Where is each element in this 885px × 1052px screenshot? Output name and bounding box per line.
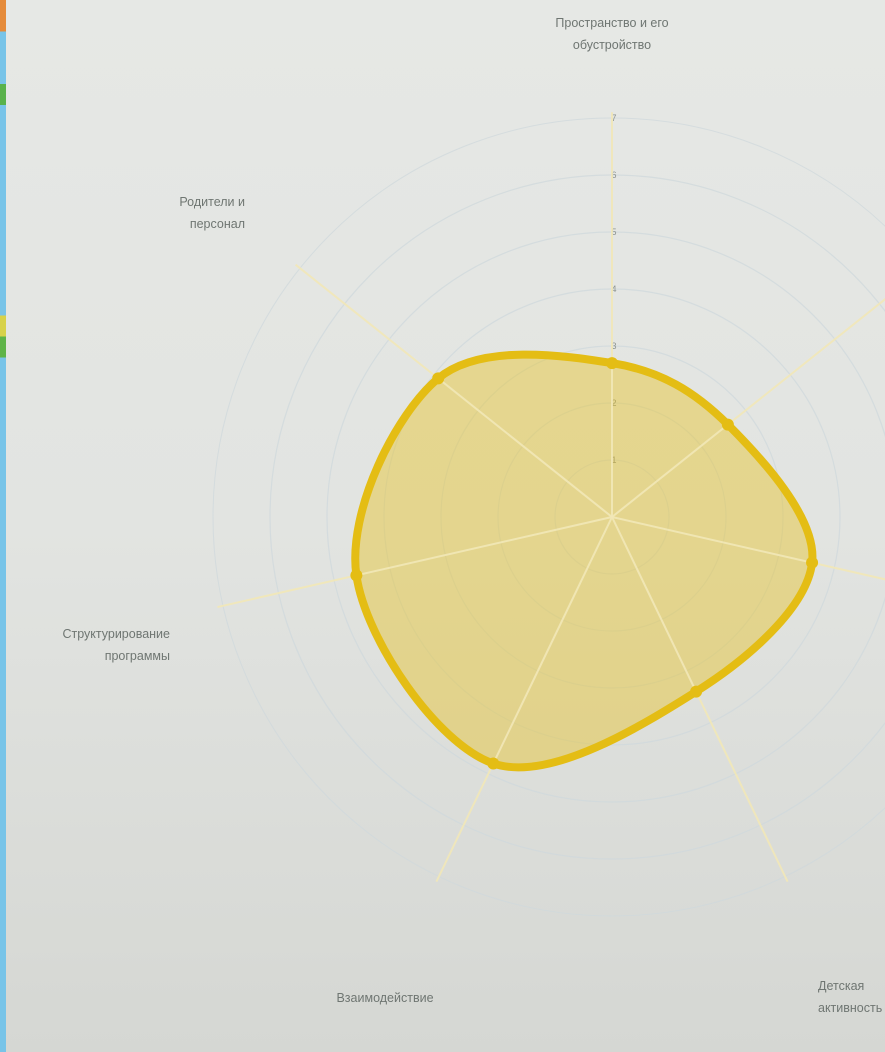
radial-tick-labels: 1 2 3 4 5 6 7: [611, 113, 616, 465]
tick-label: 7: [611, 113, 616, 123]
data-point: [606, 357, 618, 370]
axis-labels: Пространство и его обустройство Детская акт…: [62, 16, 882, 1015]
data-point: [350, 569, 363, 582]
data-point: [806, 556, 819, 569]
tick-label: 6: [611, 170, 616, 180]
tick-label: 5: [611, 227, 616, 237]
tick-label: 1: [611, 455, 616, 465]
spoke-line: [611, 516, 789, 883]
spoke-line: [217, 516, 613, 609]
radar-series: [351, 350, 817, 772]
axis-label: Взаимодействие: [336, 991, 433, 1005]
axis-label: Пространство и его обустройство: [555, 16, 668, 52]
axis-label: Структурирование программы: [62, 627, 170, 663]
axis-label: Детская активность: [818, 979, 882, 1015]
data-point: [721, 418, 734, 431]
axis-label: Родители и персонал: [179, 195, 245, 231]
spoke-line: [435, 516, 613, 883]
colored-book-edge: [0, 0, 6, 1052]
tick-label: 3: [611, 341, 616, 351]
tick-label: 2: [611, 398, 616, 408]
series-area-0: [351, 350, 817, 772]
spoke-line: [611, 298, 885, 518]
paper-sheet: [6, 0, 885, 1052]
data-point: [432, 372, 445, 385]
data-point: [487, 757, 500, 770]
data-point: [690, 685, 703, 698]
tick-label: 4: [611, 284, 616, 294]
radar-points: [350, 357, 819, 770]
spoke-line: [294, 263, 613, 518]
